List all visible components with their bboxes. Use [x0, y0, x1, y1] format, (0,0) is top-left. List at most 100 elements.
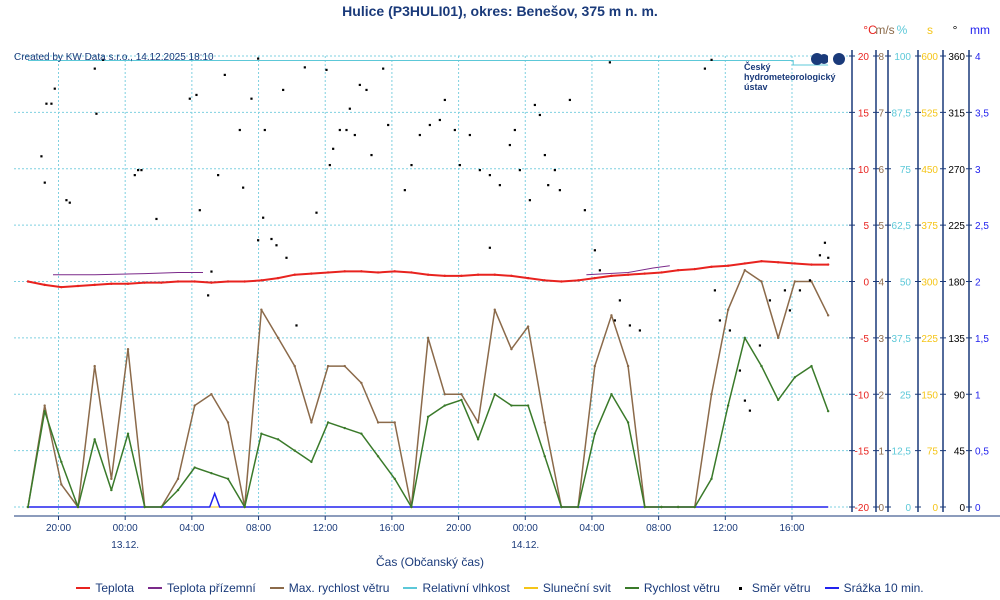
series-smer-vetru-point	[282, 88, 285, 92]
legend-item[interactable]: Srážka 10 min.	[824, 581, 924, 595]
series-rychlost-vetru-point	[26, 505, 30, 509]
series-teplota-point	[443, 274, 446, 278]
series-smer-vetru-point	[498, 184, 501, 187]
series-teplota-point	[676, 269, 680, 272]
y-tick-label-hum: 0	[905, 503, 911, 514]
series-teplota-point	[210, 281, 213, 284]
series-smer-vetru-point	[358, 83, 361, 87]
series-smer-vetru-point	[275, 244, 278, 247]
series-smer-vetru-point	[345, 128, 348, 132]
series-rychlost-vetru-point	[493, 393, 496, 396]
created-by-label: Created by KW Data s.r.o., 14.12.2025 18…	[14, 52, 214, 63]
series-teplota-point	[226, 280, 230, 283]
series-rychlost-vetru-point	[560, 505, 563, 509]
series-rychlost-vetru-point	[376, 455, 380, 458]
legend-swatch-icon	[76, 587, 91, 589]
series-smer-vetru-point	[43, 181, 46, 184]
legend-item[interactable]: Teplota přízemní	[148, 581, 256, 595]
series-smer-vetru-point	[823, 241, 827, 244]
series-max-rychlost-vetru-point	[293, 364, 296, 368]
series-smer-vetru-point	[628, 324, 631, 327]
x-tick-label: 00:00	[113, 523, 138, 534]
series-max-rychlost-vetru-point	[310, 421, 313, 424]
legend-label: Teplota přízemní	[167, 581, 256, 595]
series-rychlost-vetru-point	[93, 438, 96, 441]
x-tick-label: 04:00	[179, 523, 204, 534]
series-max-rychlost-vetru-point	[326, 364, 330, 368]
x-tick-label: 04:00	[579, 523, 604, 534]
chmu-logo-text: Český hydrometeorologický ústav	[744, 62, 836, 92]
series-rychlost-vetru-point	[810, 364, 813, 368]
series-smer-vetru-point	[598, 269, 601, 272]
series-teplota-point	[826, 263, 830, 266]
legend-item[interactable]: Teplota	[76, 581, 134, 595]
series-teplota-point	[543, 279, 546, 282]
series-smer-vetru-point	[553, 169, 556, 172]
series-max-rychlost-vetru-point	[276, 336, 280, 340]
y-tick-label-sun: 525	[921, 108, 938, 119]
legend-item[interactable]: Sluneční svit	[523, 581, 611, 595]
y-tick-label-sun: 375	[921, 221, 938, 232]
series-smer-vetru-point	[257, 239, 260, 242]
series-smer-vetru-point	[387, 123, 390, 127]
series-rychlost-vetru-point	[743, 336, 747, 340]
series-rychlost-vetru-point	[76, 505, 80, 509]
legend-item[interactable]: Relativní vlhkost	[403, 581, 510, 595]
series-teplota-point	[576, 279, 580, 282]
series-max-rychlost-vetru-point	[110, 477, 113, 481]
y-tick-label-prec: 4	[975, 52, 981, 63]
series-teplota-point	[276, 276, 280, 280]
y-tick-label-hum: 87,5	[892, 108, 912, 119]
y-tick-label-wind: 3	[878, 334, 884, 345]
series-srazka-10-min-line	[28, 491, 829, 508]
y-tick-label-sun: 450	[921, 165, 938, 176]
series-smer-vetru-point	[798, 289, 802, 292]
legend-item[interactable]: Rychlost větru	[624, 581, 720, 595]
legend-item[interactable]: Max. rychlost větru	[269, 581, 389, 595]
y-tick-label-wind: 2	[878, 390, 884, 401]
series-smer-vetru-point	[50, 102, 53, 105]
series-teplota-point	[760, 260, 763, 263]
series-smer-vetru-point	[738, 369, 742, 372]
series-teplota-point	[693, 267, 696, 271]
series-max-rychlost-vetru-point	[610, 314, 613, 317]
legend: Teplota Teplota přízemní Max. rychlost vět…	[0, 581, 1000, 595]
series-max-rychlost-vetru-point	[443, 393, 446, 396]
x-tick-label: 16:00	[779, 523, 804, 534]
series-max-rychlost-vetru-point	[60, 483, 63, 486]
series-teplota-point	[810, 263, 813, 266]
series-rychlost-vetru-point	[826, 409, 830, 413]
y-tick-label-temp: -5	[860, 334, 869, 345]
series-smer-vetru-point	[518, 169, 521, 172]
y-tick-label-wind: 6	[878, 165, 884, 176]
series-rychlost-vetru-point	[243, 505, 246, 509]
y-tick-label-prec: 3	[975, 165, 981, 176]
series-smer-vetru-point	[353, 133, 356, 137]
y-tick-label-dir: 315	[948, 108, 965, 119]
series-max-rychlost-vetru-point	[210, 393, 213, 396]
series-rychlost-vetru-point	[293, 449, 296, 452]
series-rychlost-vetru-point	[176, 488, 180, 492]
legend-item[interactable]: Směr větru	[734, 581, 811, 595]
y-tick-label-prec: 1	[975, 390, 981, 401]
series-smer-vetru-point	[403, 189, 406, 192]
legend-swatch-icon	[148, 587, 163, 589]
series-teplota-point	[743, 262, 747, 265]
axis-unit-prec: mm	[970, 23, 990, 37]
series-teplota-point	[193, 280, 196, 283]
series-rychlost-vetru-point	[326, 421, 330, 424]
y-tick-label-dir: 0	[959, 503, 965, 514]
series-smer-vetru-point	[783, 289, 787, 292]
y-tick-label-prec: 0	[975, 503, 981, 514]
y-tick-label-wind: 1	[878, 447, 884, 458]
series-smer-vetru-point	[348, 107, 351, 110]
series-smer-vetru-point	[488, 246, 491, 249]
x-tick-label: 20:00	[46, 523, 71, 534]
y-tick-label-temp: 10	[858, 165, 870, 176]
series-teplota-point	[426, 273, 430, 276]
x-tick-label: 20:00	[446, 523, 471, 534]
x-date-label: 13.12.	[111, 540, 139, 551]
series-rychlost-vetru-point	[343, 426, 346, 430]
series-smer-vetru-point	[65, 199, 68, 202]
series-smer-vetru-point	[257, 57, 260, 60]
